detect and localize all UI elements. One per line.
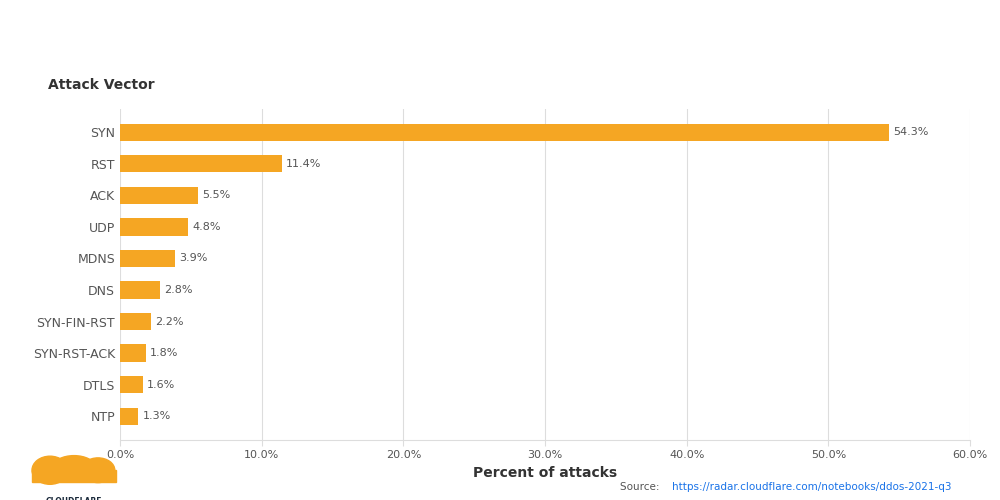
- Text: 1.3%: 1.3%: [143, 412, 171, 422]
- Text: 3.9%: 3.9%: [180, 254, 208, 264]
- Bar: [120, 250, 175, 267]
- Bar: [120, 155, 282, 172]
- Text: Attack Vector: Attack Vector: [48, 78, 154, 92]
- Bar: [120, 282, 160, 298]
- Bar: [120, 376, 143, 394]
- Bar: [120, 124, 889, 141]
- Bar: [120, 344, 146, 362]
- Bar: [120, 313, 151, 330]
- X-axis label: Percent of attacks: Percent of attacks: [473, 466, 617, 480]
- Text: 1.8%: 1.8%: [150, 348, 178, 358]
- Text: 1.6%: 1.6%: [147, 380, 175, 390]
- Bar: [120, 186, 198, 204]
- Text: 11.4%: 11.4%: [286, 159, 321, 169]
- Bar: [120, 218, 188, 236]
- Ellipse shape: [53, 456, 95, 478]
- Text: Network-layer DDoS attacks: Distribution by top attack vectors: Network-layer DDoS attacks: Distribution…: [137, 54, 1000, 78]
- Text: https://radar.cloudflare.com/notebooks/ddos-2021-q3: https://radar.cloudflare.com/notebooks/d…: [672, 482, 952, 492]
- Text: 5.5%: 5.5%: [202, 190, 230, 200]
- Ellipse shape: [81, 458, 115, 482]
- Bar: [120, 408, 138, 425]
- Text: 54.3%: 54.3%: [893, 127, 929, 137]
- Polygon shape: [32, 470, 116, 482]
- Text: Source:: Source:: [620, 482, 663, 492]
- Text: 4.8%: 4.8%: [192, 222, 221, 232]
- Text: 2.8%: 2.8%: [164, 285, 192, 295]
- Ellipse shape: [32, 456, 68, 484]
- Text: CLOUDFLARE: CLOUDFLARE: [46, 497, 102, 500]
- Text: 2.2%: 2.2%: [155, 316, 184, 326]
